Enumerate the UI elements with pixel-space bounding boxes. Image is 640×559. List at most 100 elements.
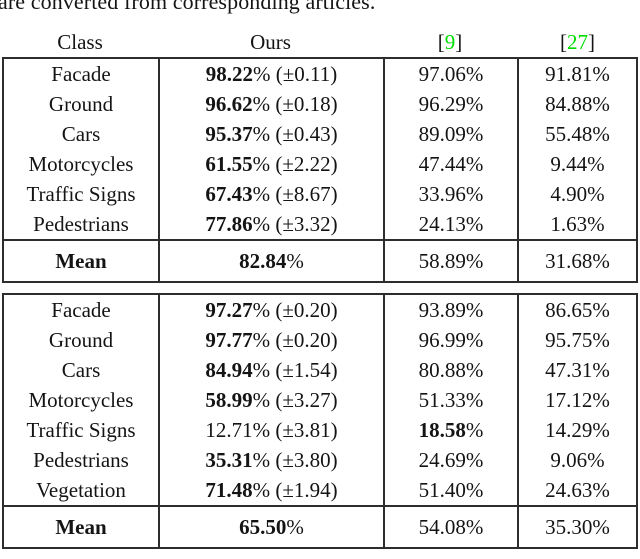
ours-value: 84.94 — [205, 357, 253, 382]
table-row: Motorcycles 61.55% (±2.22) 47.44% 9.44% — [4, 149, 636, 179]
class-cell: Facade — [4, 59, 160, 89]
mean-row: Mean 65.50% 54.08% 35.30% — [4, 505, 636, 547]
table-row: Cars 84.94% (±1.54) 80.88% 47.31% — [4, 355, 636, 385]
ref9-cell: 24.69% — [385, 445, 519, 475]
ours-std: % (±3.81) — [252, 417, 338, 442]
ours-std: % (±0.18) — [252, 91, 338, 116]
class-cell: Motorcycles — [4, 149, 160, 179]
ours-cell: 98.22% (±0.11) — [160, 59, 385, 89]
ref9-value: 93.89 — [418, 297, 466, 322]
ours-value: 71.48 — [205, 477, 253, 502]
citation-9-link[interactable]: 9 — [444, 29, 456, 54]
ref9-cell: 93.89% — [385, 295, 519, 325]
bracket: ] — [455, 29, 463, 54]
ours-std: % (±1.54) — [252, 357, 338, 382]
ref9-cell: 24.13% — [385, 209, 519, 239]
table-row: Cars 95.37% (±0.43) 89.09% 55.48% — [4, 119, 636, 149]
ours-std: % (±8.67) — [252, 181, 338, 206]
ref9-cell: 80.88% — [385, 355, 519, 385]
ours-cell: 35.31% (±3.80) — [160, 445, 385, 475]
ref9-value: 33.96 — [418, 181, 466, 206]
ref9-cell: 51.33% — [385, 385, 519, 415]
ref9-cell: 96.29% — [385, 89, 519, 119]
citation-27-link[interactable]: 27 — [567, 29, 588, 54]
ref9-value: 97.06 — [418, 61, 466, 86]
class-cell: Motorcycles — [4, 385, 160, 415]
ref27-cell: 47.31% — [545, 357, 610, 382]
ref27-cell: 24.63% — [545, 477, 610, 502]
bracket: ] — [588, 29, 595, 54]
ref9-cell: 18.58% — [385, 415, 519, 445]
ours-value: 96.62 — [205, 91, 253, 116]
ref27-cell: 55.48% — [545, 121, 610, 146]
mean-row: Mean 82.84% 58.89% 31.68% — [4, 239, 636, 281]
paper-caption-text: are converted from corresponding article… — [0, 0, 376, 14]
table-row: Vegetation 71.48% (±1.94) 51.40% 24.63% — [4, 475, 636, 505]
mean-ours-cell: 82.84% — [160, 241, 385, 281]
ours-cell: 12.71% (±3.81) — [160, 415, 385, 445]
ours-value: 77.86 — [205, 211, 253, 236]
class-cell: Pedestrians — [4, 445, 160, 475]
mean-ours-value: 65.50 — [239, 514, 287, 539]
class-cell: Traffic Signs — [4, 415, 160, 445]
table-row: Motorcycles 58.99% (±3.27) 51.33% 17.12% — [4, 385, 636, 415]
ref9-value: 18.58 — [418, 417, 466, 442]
ours-cell: 61.55% (±2.22) — [160, 149, 385, 179]
ref27-cell: 14.29% — [545, 417, 610, 442]
ref9-cell: 33.96% — [385, 179, 519, 209]
class-cell: Traffic Signs — [4, 179, 160, 209]
ours-value: 58.99 — [205, 387, 253, 412]
mean-ref9-cell: 58.89% — [385, 241, 519, 281]
mean-ours-value: 82.84 — [239, 248, 287, 273]
ours-value: 35.31 — [205, 447, 253, 472]
class-cell: Ground — [4, 325, 160, 355]
ours-std: % (±0.43) — [252, 121, 338, 146]
mean-ref27-cell: 31.68% — [545, 248, 610, 273]
class-cell: Cars — [4, 355, 160, 385]
table-row: Traffic Signs 67.43% (±8.67) 33.96% 4.90… — [4, 179, 636, 209]
ref9-value: 24.69 — [418, 447, 466, 472]
ref27-cell: 9.06% — [550, 447, 605, 472]
ref27-cell: 91.81% — [545, 61, 610, 86]
column-header-citation-9[interactable]: [9] — [383, 27, 517, 57]
ours-value: 97.77 — [205, 327, 253, 352]
table-row: Pedestrians 77.86% (±3.32) 24.13% 1.63% — [4, 209, 636, 239]
ref27-cell: 1.63% — [550, 211, 605, 236]
ref27-cell: 17.12% — [545, 387, 610, 412]
ref9-value: 24.13 — [418, 211, 466, 236]
ours-cell: 67.43% (±8.67) — [160, 179, 385, 209]
class-cell: Pedestrians — [4, 209, 160, 239]
ours-std: % (±3.27) — [252, 387, 338, 412]
ref27-cell: 9.44% — [550, 151, 605, 176]
ours-value: 61.55 — [205, 151, 253, 176]
ref27-cell: 4.90% — [550, 181, 605, 206]
ref9-value: 96.29 — [418, 91, 466, 116]
ours-cell: 95.37% (±0.43) — [160, 119, 385, 149]
table-row: Traffic Signs 12.71% (±3.81) 18.58% 14.2… — [4, 415, 636, 445]
table-row: Facade 97.27% (±0.20) 93.89% 86.65% — [4, 295, 636, 325]
table-row: Facade 98.22% (±0.11) 97.06% 91.81% — [4, 59, 636, 89]
ours-std: % (±1.94) — [252, 477, 338, 502]
mean-ours-cell: 65.50% — [160, 507, 385, 547]
ours-std: % (±3.32) — [252, 211, 338, 236]
ours-cell: 97.27% (±0.20) — [160, 295, 385, 325]
ours-std: % (±0.11) — [253, 61, 338, 86]
ours-std: % (±0.20) — [252, 297, 338, 322]
results-table-section-2: Facade 97.27% (±0.20) 93.89% 86.65% Grou… — [2, 293, 638, 549]
ref9-cell: 47.44% — [385, 149, 519, 179]
bracket: [ — [437, 29, 445, 54]
ours-cell: 97.77% (±0.20) — [160, 325, 385, 355]
column-header-class: Class — [57, 29, 103, 54]
ours-cell: 84.94% (±1.54) — [160, 355, 385, 385]
ref9-value: 47.44 — [418, 151, 466, 176]
ref9-value: 80.88 — [418, 357, 466, 382]
column-header-citation-27[interactable]: [27] — [517, 27, 638, 57]
ref9-cell: 51.40% — [385, 475, 519, 505]
ours-value: 98.22 — [205, 61, 253, 86]
ours-cell: 96.62% (±0.18) — [160, 89, 385, 119]
ref9-value: 51.40 — [418, 477, 466, 502]
mean-label: Mean — [4, 507, 160, 547]
ours-std: % (±2.22) — [252, 151, 338, 176]
mean-ref9-cell: 54.08% — [385, 507, 519, 547]
table-row: Ground 96.62% (±0.18) 96.29% 84.88% — [4, 89, 636, 119]
